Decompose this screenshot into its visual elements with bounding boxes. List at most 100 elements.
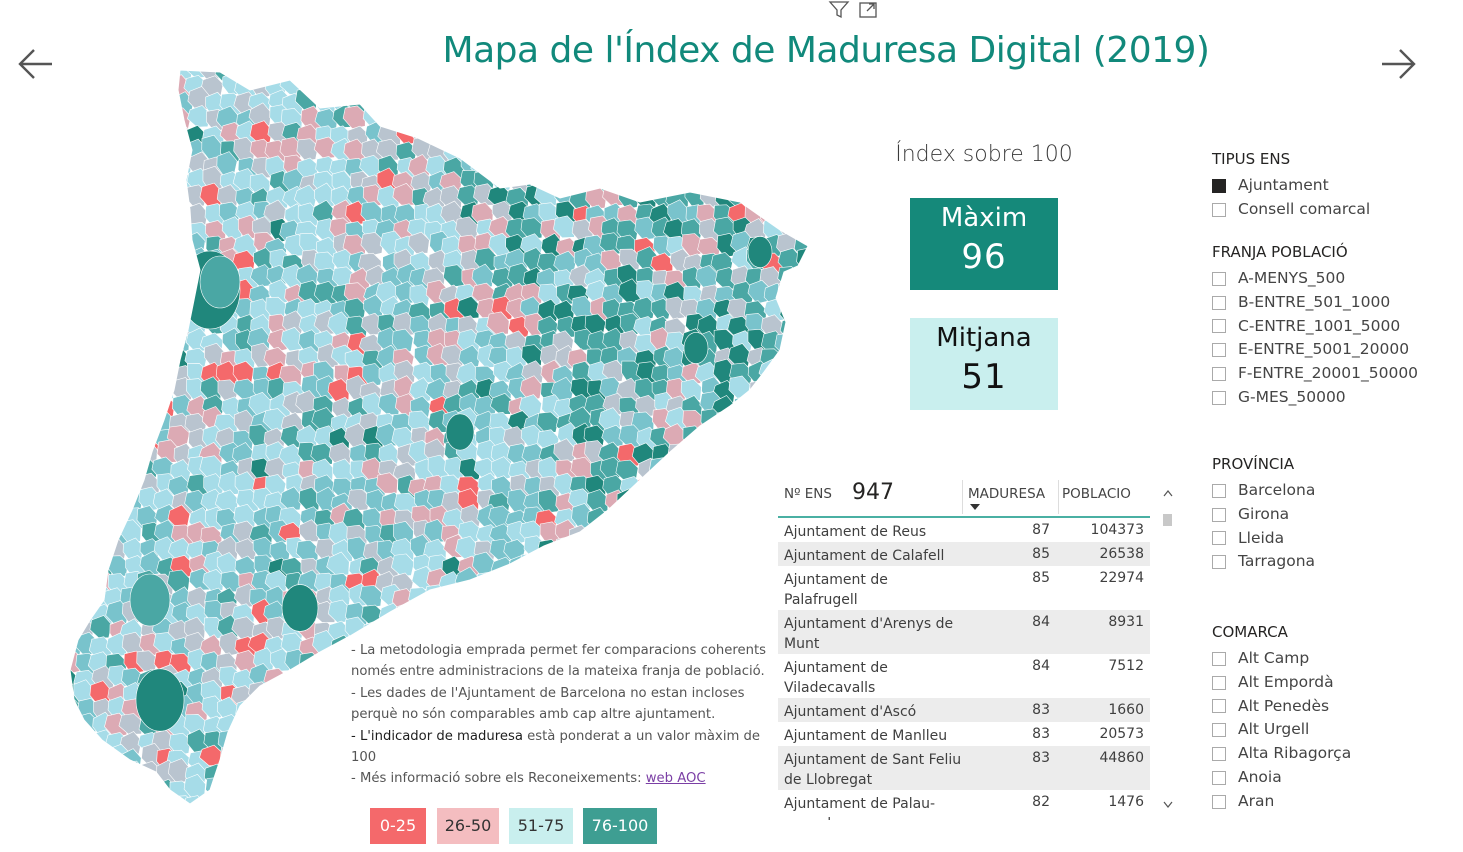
municipality-shape[interactable]: [74, 425, 96, 449]
municipality-shape[interactable]: [330, 76, 355, 100]
municipality-shape[interactable]: [775, 72, 799, 98]
municipality-shape[interactable]: [668, 75, 692, 97]
municipality-shape[interactable]: [91, 523, 115, 546]
municipality-shape[interactable]: [154, 233, 177, 255]
municipality-shape[interactable]: [268, 811, 289, 820]
municipality-shape[interactable]: [60, 490, 83, 514]
municipality-shape[interactable]: [104, 169, 127, 195]
municipality-shape[interactable]: [88, 409, 112, 433]
municipality-shape[interactable]: [108, 427, 131, 450]
municipality-shape[interactable]: [729, 414, 752, 436]
municipality-shape[interactable]: [72, 60, 96, 84]
municipality-shape[interactable]: [665, 519, 688, 546]
municipality-shape[interactable]: [427, 615, 451, 638]
municipality-shape[interactable]: [77, 553, 100, 575]
municipality-shape[interactable]: [811, 124, 820, 149]
slicer-option-tipus[interactable]: Consell comarcal: [1212, 198, 1370, 222]
municipality-shape[interactable]: [682, 539, 706, 566]
municipality-shape[interactable]: [61, 106, 82, 130]
municipality-shape[interactable]: [520, 60, 542, 80]
municipality-shape[interactable]: [90, 248, 113, 271]
municipality-shape[interactable]: [248, 809, 270, 820]
municipality-shape[interactable]: [119, 363, 143, 387]
municipality-shape[interactable]: [314, 711, 338, 735]
municipality-shape[interactable]: [444, 587, 467, 613]
municipality-shape[interactable]: [472, 618, 495, 640]
municipality-shape[interactable]: [632, 296, 656, 322]
municipality-shape[interactable]: [104, 309, 128, 335]
municipality-shape[interactable]: [413, 60, 435, 82]
municipality-shape[interactable]: [476, 571, 498, 595]
municipality-shape[interactable]: [764, 407, 786, 431]
municipality-shape[interactable]: [505, 617, 530, 642]
municipality-shape[interactable]: [63, 600, 84, 627]
municipality-shape[interactable]: [551, 172, 575, 195]
municipality-shape[interactable]: [505, 73, 529, 97]
municipality-shape[interactable]: [633, 602, 656, 628]
municipality-shape[interactable]: [135, 249, 158, 271]
municipality-shape[interactable]: [518, 553, 542, 575]
municipality-shape[interactable]: [75, 75, 97, 101]
municipality-shape[interactable]: [536, 539, 560, 564]
municipality-shape[interactable]: [75, 330, 98, 356]
municipality-shape[interactable]: [88, 107, 110, 130]
checkbox[interactable]: [1212, 202, 1226, 217]
municipality-shape[interactable]: [282, 807, 302, 820]
municipality-shape[interactable]: [712, 60, 734, 83]
municipality-shape[interactable]: [730, 136, 752, 161]
municipality-shape[interactable]: [699, 535, 723, 560]
municipality-shape[interactable]: [106, 72, 130, 98]
municipality-shape[interactable]: [744, 119, 766, 142]
municipality-shape[interactable]: [298, 486, 321, 511]
municipality-shape[interactable]: [571, 137, 593, 162]
municipality-shape[interactable]: [60, 345, 78, 369]
municipality-shape[interactable]: [122, 107, 144, 131]
municipality-shape[interactable]: [233, 777, 254, 801]
municipality-shape[interactable]: [667, 487, 689, 512]
municipality-shape[interactable]: [730, 170, 752, 194]
municipality-shape[interactable]: [588, 521, 612, 546]
municipality-shape[interactable]: [647, 92, 671, 114]
municipality-shape[interactable]: [637, 474, 659, 498]
municipality-shape[interactable]: [330, 713, 353, 735]
municipality-shape[interactable]: [89, 615, 113, 639]
municipality-shape[interactable]: [75, 760, 98, 784]
municipality-shape[interactable]: [553, 585, 575, 609]
municipality-shape[interactable]: [763, 156, 788, 178]
municipality-shape[interactable]: [460, 504, 482, 529]
municipality-shape[interactable]: [698, 473, 720, 499]
municipality-shape[interactable]: [554, 89, 577, 113]
municipality-shape[interactable]: [749, 406, 770, 433]
municipality-shape[interactable]: [156, 298, 179, 324]
municipality-shape[interactable]: [362, 363, 384, 388]
municipality-shape[interactable]: [491, 156, 516, 182]
municipality-shape[interactable]: [187, 105, 211, 128]
slicer-option-comarca[interactable]: Alt Penedès: [1212, 695, 1351, 719]
municipality-shape[interactable]: [393, 602, 417, 629]
municipality-shape[interactable]: [87, 508, 110, 532]
municipality-shape[interactable]: [105, 459, 128, 483]
municipality-shape[interactable]: [777, 154, 798, 178]
municipality-shape[interactable]: [775, 361, 798, 386]
municipality-shape[interactable]: [155, 168, 177, 195]
municipality-shape[interactable]: [679, 616, 702, 639]
municipality-shape[interactable]: [811, 343, 820, 367]
municipality-shape[interactable]: [155, 105, 180, 129]
municipality-shape[interactable]: [140, 103, 163, 126]
municipality-shape[interactable]: [619, 103, 641, 127]
municipality-shape[interactable]: [457, 60, 479, 82]
municipality-shape[interactable]: [795, 312, 818, 336]
municipality-shape[interactable]: [814, 425, 820, 446]
municipality-shape[interactable]: [474, 105, 498, 128]
municipality-shape[interactable]: [199, 255, 241, 309]
municipality-shape[interactable]: [582, 60, 606, 82]
municipality-shape[interactable]: [121, 268, 144, 290]
municipality-shape[interactable]: [664, 536, 687, 559]
municipality-shape[interactable]: [317, 779, 340, 804]
municipality-shape[interactable]: [521, 137, 544, 161]
municipality-shape[interactable]: [490, 590, 512, 614]
municipality-shape[interactable]: [681, 233, 704, 257]
municipality-shape[interactable]: [789, 202, 813, 225]
municipality-shape[interactable]: [552, 570, 576, 596]
municipality-shape[interactable]: [231, 764, 255, 788]
